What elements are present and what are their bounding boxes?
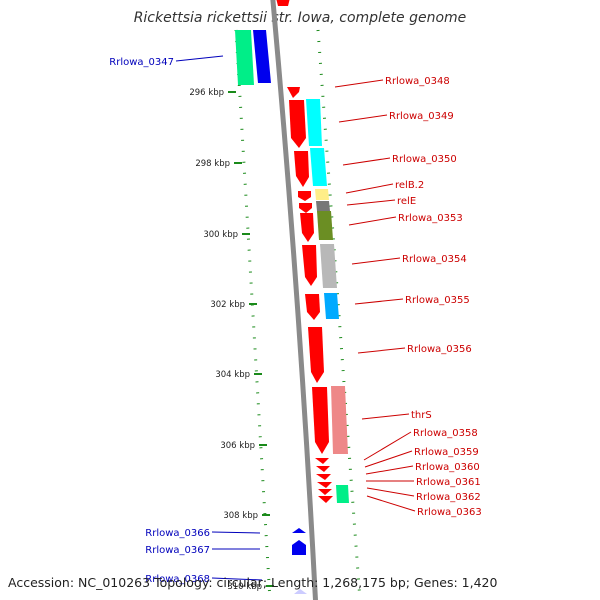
reverse-gene-label[interactable]: Rrlowa_0367 bbox=[145, 545, 210, 556]
forward-gene-leader bbox=[338, 114, 388, 123]
forward-gene-0360[interactable] bbox=[316, 474, 331, 480]
forward-gene-0355[interactable] bbox=[305, 294, 320, 320]
forward-gene-label[interactable]: Rrlowa_0360 bbox=[415, 462, 480, 473]
cog-box-thrS bbox=[331, 386, 348, 454]
forward-gene-label[interactable]: Rrlowa_0353 bbox=[398, 213, 463, 224]
forward-gene-relE[interactable] bbox=[299, 203, 312, 213]
tick-label: 306 kbp bbox=[220, 441, 255, 451]
forward-gene-leader bbox=[364, 450, 413, 468]
forward-gene-label[interactable]: thrS bbox=[411, 410, 432, 421]
reverse-gene-0347[interactable] bbox=[253, 30, 271, 83]
reverse-gene-label[interactable]: Rrlowa_0347 bbox=[109, 57, 174, 68]
forward-gene-leader bbox=[354, 298, 404, 305]
reverse-gene-label[interactable]: Rrlowa_0366 bbox=[145, 528, 210, 539]
forward-gene-leader bbox=[345, 183, 394, 194]
forward-gene-leader bbox=[361, 413, 410, 420]
footer-bar: Accession: NC_010263 Topology: circular; … bbox=[8, 575, 592, 590]
forward-gene-0359[interactable] bbox=[316, 466, 330, 472]
tick-label: 308 kbp bbox=[223, 511, 258, 521]
forward-gene-0348[interactable] bbox=[287, 87, 300, 98]
cog-box-0349 bbox=[306, 99, 322, 146]
forward-gene-label[interactable]: Rrlowa_0356 bbox=[407, 344, 472, 355]
forward-gene-leader bbox=[357, 347, 406, 354]
forward-gene-leader bbox=[351, 257, 401, 265]
cog-box-relB2 bbox=[315, 189, 329, 200]
forward-gene-0358[interactable] bbox=[315, 458, 329, 464]
cog-box-0354 bbox=[320, 244, 337, 288]
forward-gene-label[interactable]: Rrlowa_0362 bbox=[416, 492, 481, 503]
forward-gene-thrS[interactable] bbox=[312, 387, 329, 454]
tick-label: 296 kbp bbox=[189, 88, 224, 98]
forward-gene-0356[interactable] bbox=[308, 327, 324, 383]
tick-label: 302 kbp bbox=[210, 300, 245, 310]
accession-text: Accession: NC_010263 bbox=[8, 575, 151, 590]
forward-gene-label[interactable]: Rrlowa_0355 bbox=[405, 295, 470, 306]
forward-gene-label[interactable]: relE bbox=[397, 196, 416, 207]
reverse-gene-leader bbox=[211, 531, 261, 534]
forward-gene-leader bbox=[346, 199, 396, 206]
forward-gene-leader bbox=[365, 465, 414, 475]
tick-label: 304 kbp bbox=[215, 370, 250, 380]
forward-gene-leader bbox=[366, 495, 416, 512]
forward-gene-leader bbox=[348, 216, 397, 226]
forward-gene-relB2[interactable] bbox=[298, 191, 311, 201]
forward-gene-label[interactable]: relB.2 bbox=[395, 180, 424, 191]
forward-gene-label[interactable]: Rrlowa_0350 bbox=[392, 154, 457, 165]
map-title: Rickettsia rickettsii str. Iowa, complet… bbox=[133, 10, 467, 26]
cog-box-0355 bbox=[324, 293, 339, 319]
forward-gene-leader bbox=[342, 157, 391, 166]
forward-gene-0349[interactable] bbox=[289, 100, 306, 148]
gc-track-right bbox=[316, 29, 362, 600]
forward-gene-label[interactable]: Rrlowa_0348 bbox=[385, 76, 450, 87]
tick-label: 298 kbp bbox=[195, 159, 230, 169]
cog-box-0353 bbox=[317, 211, 333, 240]
forward-gene-label[interactable]: Rrlowa_0354 bbox=[402, 254, 467, 265]
reverse-gene-0347-cog[interactable] bbox=[235, 30, 254, 85]
forward-gene-label[interactable]: Rrlowa_0358 bbox=[413, 428, 478, 439]
reverse-gene-0368[interactable] bbox=[294, 589, 307, 594]
tick-label: 310 kbp bbox=[227, 582, 262, 592]
reverse-gene-0367[interactable] bbox=[292, 540, 306, 555]
cog-box-relE bbox=[316, 201, 330, 211]
top-gene-fragment bbox=[276, 0, 290, 6]
forward-gene-0353[interactable] bbox=[300, 213, 314, 242]
forward-gene-0362[interactable] bbox=[318, 489, 332, 495]
forward-gene-0363[interactable] bbox=[318, 496, 333, 503]
cog-box-0362 bbox=[336, 485, 349, 503]
forward-gene-0354[interactable] bbox=[302, 245, 317, 286]
forward-gene-0361[interactable] bbox=[317, 482, 332, 488]
genome-backbone bbox=[270, 0, 318, 600]
tick-label: 300 kbp bbox=[203, 230, 238, 240]
genome-summary-text: Topology: circular; Length: 1,268,175 bp… bbox=[154, 575, 498, 590]
forward-gene-label[interactable]: Rrlowa_0361 bbox=[416, 477, 481, 488]
forward-gene-leader bbox=[366, 487, 415, 497]
forward-gene-label[interactable]: Rrlowa_0349 bbox=[389, 111, 454, 122]
reverse-gene-leader bbox=[211, 577, 263, 581]
cog-box-0350 bbox=[310, 148, 327, 186]
reverse-gene-leader bbox=[175, 55, 224, 62]
forward-gene-label[interactable]: Rrlowa_0359 bbox=[414, 447, 479, 458]
forward-gene-leader bbox=[334, 79, 384, 88]
forward-gene-leader bbox=[363, 431, 412, 461]
reverse-gene-0366[interactable] bbox=[292, 528, 306, 533]
forward-gene-0350[interactable] bbox=[294, 151, 309, 187]
forward-gene-label[interactable]: Rrlowa_0363 bbox=[417, 507, 482, 518]
reverse-gene-label[interactable]: Rrlowa_0368 bbox=[145, 574, 210, 585]
